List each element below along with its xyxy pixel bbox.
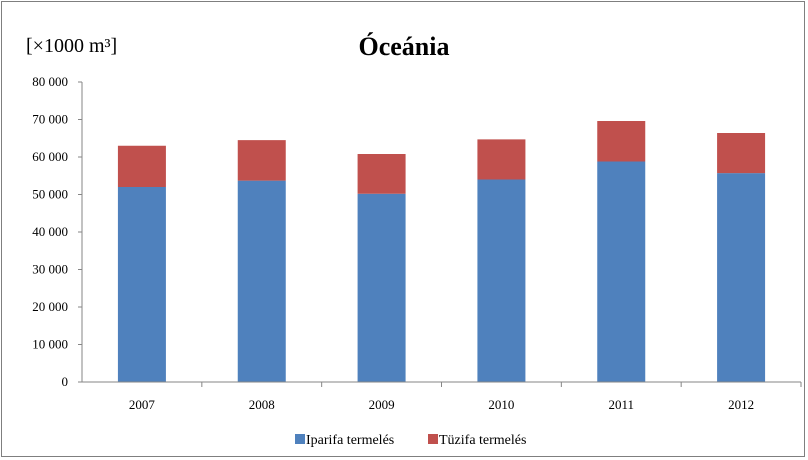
y-tick-label: 20 000 [32,299,68,314]
legend-label: Iparifa termelés [306,433,394,448]
bar-tuzifa-2009 [357,154,406,194]
bar-tuzifa-2008 [237,140,286,181]
bars [117,121,766,382]
bar-tuzifa-2010 [477,139,526,180]
y-tick-label: 30 000 [32,262,68,277]
chart-title: Óceánia [359,32,450,61]
bar-iparifa-2012 [717,173,766,382]
bar-iparifa-2009 [357,193,406,382]
x-axis-ticks: 2007 2008 2009 2010 2011 2012 [129,382,802,412]
x-tick-label: 2011 [608,397,634,412]
unit-label: [×1000 m³] [26,35,117,57]
bar-tuzifa-2011 [597,121,646,162]
bar-tuzifa-2012 [717,133,766,174]
y-tick-label: 10 000 [32,337,68,352]
x-tick-label: 2008 [249,397,275,412]
y-tick-label: 0 [62,374,69,389]
bar-iparifa-2011 [597,161,646,382]
y-tick-label: 80 000 [32,74,68,89]
legend: Iparifa termelés Tüzifa termelés [295,433,526,448]
y-tick-label: 50 000 [32,187,68,202]
x-tick-label: 2012 [728,397,754,412]
y-tick-label: 70 000 [32,112,68,127]
bar-iparifa-2010 [477,179,526,382]
y-tick-label: 60 000 [32,149,68,164]
bar-tuzifa-2007 [117,145,166,187]
x-tick-label: 2009 [369,397,395,412]
legend-label: Tüzifa termelés [439,433,526,448]
y-axis-ticks: 0 10 000 20 000 30 000 40 000 50 000 60 000 70 … [32,74,82,389]
legend-swatch [295,434,305,444]
x-tick-label: 2010 [488,397,514,412]
y-tick-label: 40 000 [32,224,68,239]
legend-swatch [428,434,438,444]
bar-iparifa-2008 [237,180,286,382]
bar-iparifa-2007 [117,187,166,382]
x-tick-label: 2007 [129,397,156,412]
